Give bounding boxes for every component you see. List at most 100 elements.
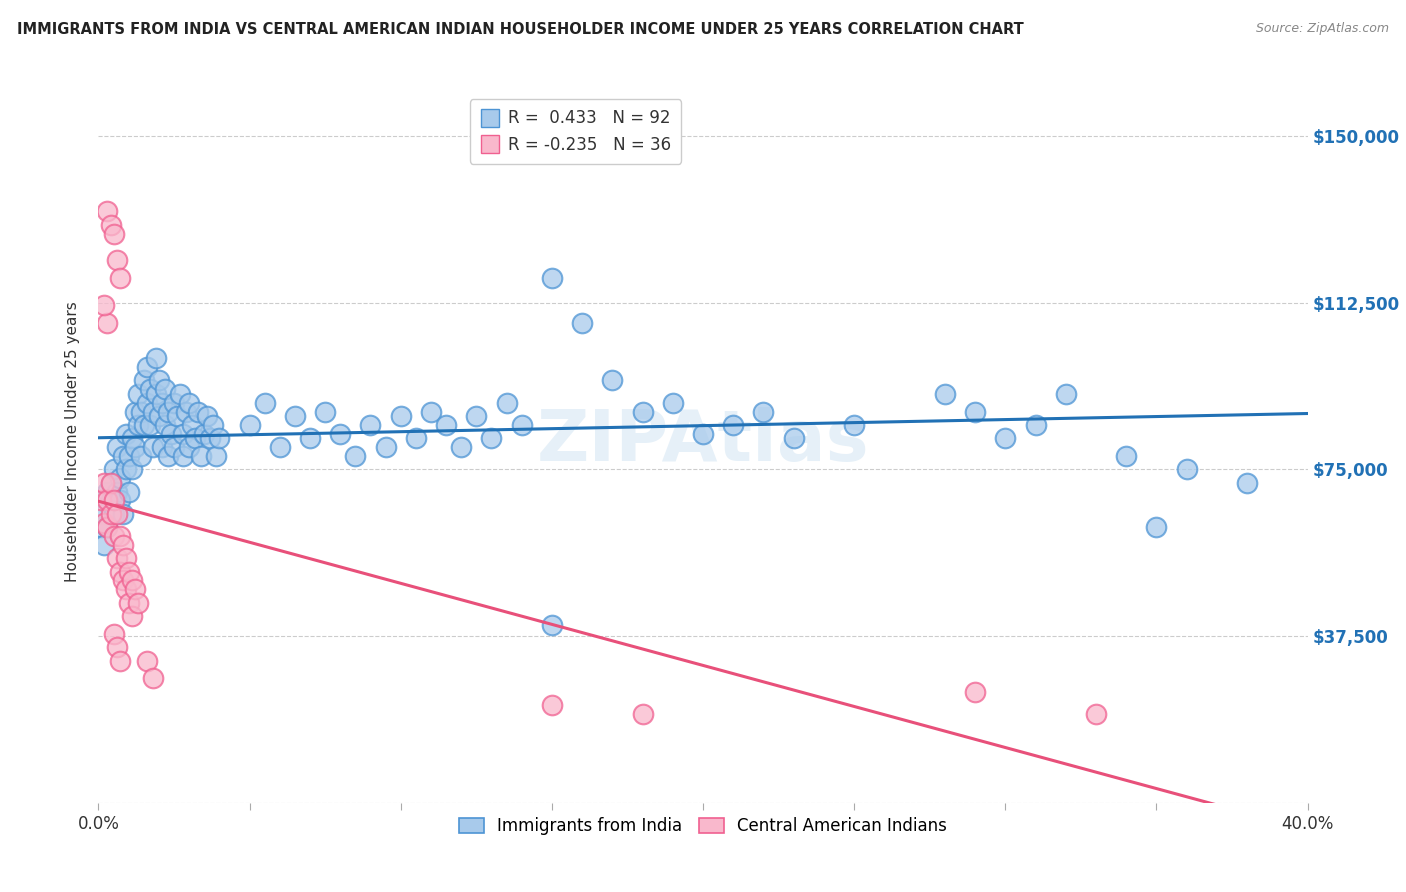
Text: IMMIGRANTS FROM INDIA VS CENTRAL AMERICAN INDIAN HOUSEHOLDER INCOME UNDER 25 YEA: IMMIGRANTS FROM INDIA VS CENTRAL AMERICA… [17, 22, 1024, 37]
Point [105, 440, 128, 454]
Point [105, 507, 128, 521]
Point [100, 218, 122, 232]
Point [1175, 462, 1198, 476]
Point [187, 404, 209, 418]
Point [148, 409, 170, 423]
Point [153, 417, 176, 432]
Point [103, 507, 125, 521]
Point [153, 382, 176, 396]
Point [1085, 706, 1108, 721]
Point [1054, 386, 1077, 401]
Point [360, 417, 382, 432]
Point [93, 516, 115, 530]
Point [114, 582, 136, 597]
Point [124, 404, 146, 418]
Point [124, 440, 146, 454]
Point [105, 484, 128, 499]
Point [100, 507, 122, 521]
Point [994, 431, 1017, 445]
Point [108, 271, 131, 285]
Point [132, 417, 155, 432]
Point [481, 431, 503, 445]
Point [510, 417, 533, 432]
Point [93, 298, 115, 312]
Point [139, 382, 162, 396]
Point [450, 440, 472, 454]
Point [124, 582, 146, 597]
Point [121, 574, 143, 588]
Point [132, 373, 155, 387]
Point [111, 449, 134, 463]
Point [96, 520, 118, 534]
Point [783, 431, 806, 445]
Point [129, 449, 152, 463]
Point [195, 409, 218, 423]
Point [692, 426, 714, 441]
Point [465, 409, 488, 423]
Point [96, 204, 118, 219]
Point [389, 409, 412, 423]
Point [103, 493, 125, 508]
Point [179, 440, 201, 454]
Point [420, 404, 443, 418]
Point [96, 316, 118, 330]
Point [100, 493, 122, 508]
Point [184, 431, 207, 445]
Point [96, 520, 118, 534]
Y-axis label: Householder Income Under 25 years: Householder Income Under 25 years [65, 301, 80, 582]
Point [111, 507, 134, 521]
Point [118, 596, 141, 610]
Point [93, 538, 115, 552]
Point [96, 484, 118, 499]
Point [540, 698, 562, 712]
Point [208, 431, 231, 445]
Point [150, 440, 173, 454]
Point [103, 529, 125, 543]
Point [111, 574, 134, 588]
Point [121, 431, 143, 445]
Point [129, 404, 152, 418]
Point [329, 426, 352, 441]
Point [181, 417, 204, 432]
Point [602, 373, 624, 387]
Point [127, 386, 149, 401]
Point [723, 417, 745, 432]
Point [284, 409, 307, 423]
Point [166, 409, 188, 423]
Point [90, 520, 112, 534]
Point [239, 417, 262, 432]
Point [314, 404, 336, 418]
Point [1236, 475, 1258, 490]
Point [150, 395, 173, 409]
Point [1144, 520, 1167, 534]
Point [108, 493, 131, 508]
Point [190, 449, 212, 463]
Point [121, 462, 143, 476]
Point [571, 316, 593, 330]
Point [495, 395, 517, 409]
Point [631, 706, 654, 721]
Point [93, 475, 115, 490]
Point [160, 426, 183, 441]
Point [179, 395, 201, 409]
Point [103, 462, 125, 476]
Point [631, 404, 654, 418]
Point [105, 640, 128, 655]
Point [135, 653, 157, 667]
Point [434, 417, 457, 432]
Point [114, 462, 136, 476]
Point [135, 395, 157, 409]
Point [105, 253, 128, 268]
Point [1024, 417, 1046, 432]
Point [172, 426, 194, 441]
Legend: Immigrants from India, Central American Indians: Immigrants from India, Central American … [449, 807, 957, 845]
Point [156, 449, 179, 463]
Point [121, 609, 143, 624]
Point [100, 475, 122, 490]
Point [118, 484, 141, 499]
Point [142, 440, 165, 454]
Point [114, 551, 136, 566]
Point [118, 449, 141, 463]
Point [374, 440, 396, 454]
Point [114, 426, 136, 441]
